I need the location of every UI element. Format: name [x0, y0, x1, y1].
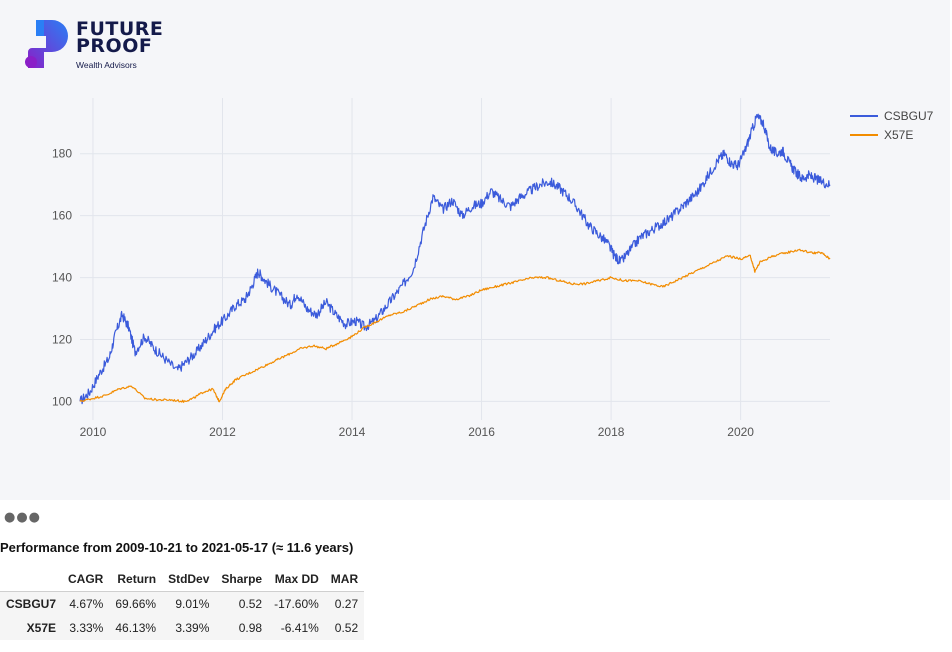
table-row: X57E 3.33% 46.13% 3.39% 0.98 -6.41% 0.52: [0, 616, 365, 640]
y-tick-label: 180: [52, 147, 72, 161]
y-tick-label: 100: [52, 394, 72, 408]
y-tick-label: 160: [52, 209, 72, 223]
logo-subtitle: Wealth Advisors: [76, 60, 137, 70]
more-horizontal-icon[interactable]: ●●●: [4, 510, 42, 525]
column-header-maxdd: Max DD: [274, 572, 319, 586]
y-tick-label: 140: [52, 271, 72, 285]
column-header: [0, 567, 62, 592]
performance-title: Performance from 2009-10-21 to 2021-05-1…: [0, 540, 354, 555]
logo-text-line1: FUTURE: [76, 18, 164, 40]
performance-table: CAGR Return StdDev Sharpe Max DD MAR CSB…: [0, 567, 365, 640]
cell-maxdd: -6.41%: [280, 621, 319, 635]
chart-tick-labels: 100 120 140 160 180 2010 2012 2014 2016 2018 2020: [52, 147, 754, 439]
x-tick-label: 2020: [727, 425, 754, 439]
cell-cagr: 4.67%: [69, 597, 104, 611]
y-tick-label: 120: [52, 333, 72, 347]
company-logo: FUTURE PROOF Wealth Advisors: [22, 18, 163, 74]
column-header-sharpe: Sharpe: [221, 572, 263, 586]
x-tick-label: 2018: [598, 425, 625, 439]
row-name: CSBGU7: [6, 597, 57, 611]
column-header-cagr: CAGR: [68, 572, 104, 586]
legend-label-x57e: X57E: [884, 128, 913, 142]
chart-gridlines: [80, 98, 830, 420]
logo-text-line2: PROOF: [76, 35, 153, 57]
cell-mar: 0.52: [334, 621, 359, 635]
cell-sharpe: 0.98: [238, 621, 263, 635]
series-line-csbgu7: [79, 113, 831, 405]
cell-mar: 0.27: [334, 597, 359, 611]
table-header-row: CAGR Return StdDev Sharpe Max DD MAR: [0, 567, 365, 592]
plot-area: 100 120 140 160 180 2010 2012 2014 2016 2018 2020 …: [22, 18, 934, 439]
chart-series: [79, 113, 831, 405]
column-header-return: Return: [117, 572, 157, 586]
x-tick-label: 2010: [80, 425, 107, 439]
cell-stddev: 3.39%: [175, 621, 210, 635]
future-proof-logo-icon: [25, 20, 68, 68]
column-header-mar: MAR: [330, 572, 359, 586]
cell-sharpe: 0.52: [238, 597, 263, 611]
cell-return: 69.66%: [115, 597, 157, 611]
cell-cagr: 3.33%: [69, 621, 104, 635]
x-tick-label: 2012: [209, 425, 236, 439]
chart-legend[interactable]: CSBGU7 X57E: [850, 109, 934, 142]
legend-label-csbgu7: CSBGU7: [884, 109, 934, 123]
series-line-x57e: [79, 248, 831, 403]
cell-stddev: 9.01%: [175, 597, 210, 611]
row-name: X57E: [26, 621, 57, 635]
column-header-stddev: StdDev: [168, 572, 210, 586]
x-tick-label: 2014: [339, 425, 366, 439]
table-row: CSBGU7 4.67% 69.66% 9.01% 0.52 -17.60% 0…: [0, 591, 365, 616]
cell-maxdd: -17.60%: [274, 597, 319, 611]
x-tick-label: 2016: [468, 425, 495, 439]
cell-return: 46.13%: [115, 621, 157, 635]
